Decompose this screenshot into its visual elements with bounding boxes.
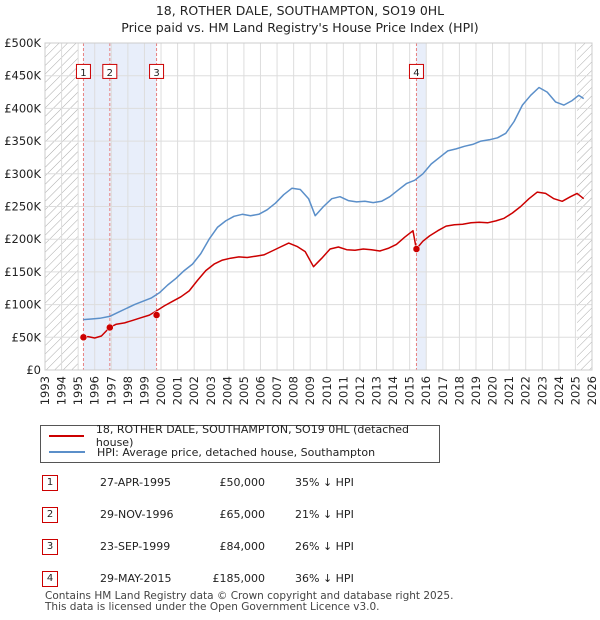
x-tick-label: 2009 (303, 376, 317, 405)
transaction-point-3 (152, 311, 161, 319)
transaction-number-badge: 2 (42, 507, 58, 523)
transaction-box-4 (408, 63, 424, 79)
x-tick-label: 2016 (419, 376, 433, 405)
footer-line-licence: This data is licensed under the Open Gov… (45, 601, 380, 613)
footer-attribution: Contains HM Land Registry data © Crown c… (45, 591, 453, 613)
y-tick-label: £100K (4, 298, 41, 312)
x-tick-label: 2012 (353, 376, 367, 405)
transaction-hpi-diff: 35% ↓ HPI (295, 476, 354, 489)
y-tick-label: £400K (4, 101, 41, 115)
x-tick-label: 2011 (336, 376, 350, 405)
transaction-box-label-4: 4 (413, 68, 419, 79)
x-tick-label: 2023 (535, 376, 549, 405)
table-row: 1 27-APR-1995 £50,000 35% ↓ HPI (40, 473, 400, 493)
transaction-hpi-diff: 21% ↓ HPI (295, 508, 354, 521)
x-tick-label: 2001 (171, 376, 185, 405)
x-tick-label: 1996 (88, 376, 102, 405)
y-tick-label: £200K (4, 232, 41, 246)
transaction-box-1 (75, 63, 91, 79)
x-tick-label: 1997 (104, 376, 118, 405)
x-tick-label: 2006 (253, 376, 267, 405)
transaction-number-badge: 3 (42, 539, 58, 555)
transaction-number-badge: 4 (42, 571, 58, 587)
x-tick-label: 1998 (121, 376, 135, 405)
transaction-box-2 (102, 63, 118, 79)
transaction-hpi-diff: 36% ↓ HPI (295, 572, 354, 585)
x-tick-label: 2005 (237, 376, 251, 405)
chart-subtitle: Price paid vs. HM Land Registry's House … (121, 20, 478, 35)
transaction-box-label-1: 1 (80, 68, 86, 79)
footer-line-copyright: Contains HM Land Registry data © Crown c… (45, 590, 454, 602)
x-tick-label: 2004 (220, 376, 234, 405)
x-tick-label: 2020 (486, 376, 500, 405)
transaction-point-1 (79, 333, 88, 342)
x-tick-label: 1995 (71, 376, 85, 405)
transaction-date: 29-MAY-2015 (100, 572, 172, 585)
transaction-box-3 (149, 63, 165, 79)
x-tick-label: 2008 (287, 376, 301, 405)
y-tick-label: £500K (4, 36, 41, 50)
y-tick-label: £0 (26, 363, 41, 377)
x-tick-label: 2010 (320, 376, 334, 405)
transaction-date: 29-NOV-1996 (100, 508, 174, 521)
y-tick-label: £300K (4, 167, 41, 181)
x-tick-label: 2007 (270, 376, 284, 405)
transaction-box-label-3: 3 (153, 68, 159, 79)
x-tick-label: 2017 (436, 376, 450, 405)
y-tick-label: £50K (12, 330, 42, 344)
legend-swatch-price (49, 435, 84, 437)
price-chart: 18, ROTHER DALE, SOUTHAMPTON, SO19 0HL P… (4, 3, 599, 405)
x-tick-label: 1999 (137, 376, 151, 405)
legend-entry-hpi: HPI: Average price, detached house, Sout… (41, 444, 375, 460)
transaction-price: £65,000 (219, 508, 266, 521)
x-tick-label: 2022 (519, 376, 533, 405)
x-tick-label: 2019 (469, 376, 483, 405)
chart-title: 18, ROTHER DALE, SOUTHAMPTON, SO19 0HL (156, 3, 444, 18)
chart-legend: 18, ROTHER DALE, SOUTHAMPTON, SO19 0HL (… (40, 423, 440, 463)
x-tick-label: 2000 (154, 376, 168, 405)
transaction-price: £50,000 (219, 476, 266, 489)
series-line-hpi (83, 86, 585, 321)
x-tick-label: 2021 (502, 376, 516, 405)
x-tick-label: 2015 (403, 376, 417, 405)
table-row: 2 29-NOV-1996 £65,000 21% ↓ HPI (40, 505, 400, 525)
transaction-date: 27-APR-1995 (100, 476, 172, 489)
plot-border (44, 42, 593, 371)
series-line-price (82, 191, 585, 339)
legend-entry-price: 18, ROTHER DALE, SOUTHAMPTON, SO19 0HL (… (41, 423, 439, 449)
x-tick-label: 2003 (204, 376, 218, 405)
x-tick-label: 2002 (187, 376, 201, 405)
x-tick-label: 2013 (370, 376, 384, 405)
table-row: 4 29-MAY-2015 £185,000 36% ↓ HPI (40, 569, 400, 589)
transaction-box-label-2: 2 (107, 68, 113, 79)
y-tick-label: £150K (4, 265, 41, 279)
table-row: 3 23-SEP-1999 £84,000 26% ↓ HPI (40, 537, 400, 557)
y-tick-label: £350K (4, 134, 41, 148)
y-tick-label: £250K (4, 200, 41, 214)
transaction-point-2 (106, 323, 114, 332)
x-tick-label: 2025 (568, 376, 582, 405)
legend-label-price: 18, ROTHER DALE, SOUTHAMPTON, SO19 0HL (… (95, 423, 409, 449)
transaction-point-4 (412, 245, 421, 253)
x-tick-label: 2018 (452, 376, 466, 405)
y-tick-label: £450K (4, 69, 41, 83)
x-tick-label: 2024 (552, 376, 566, 405)
x-tick-label: 2014 (386, 376, 400, 405)
x-tick-label: 2026 (585, 376, 599, 405)
transaction-hpi-diff: 26% ↓ HPI (295, 540, 354, 553)
legend-swatch-hpi (49, 451, 85, 453)
transaction-number-badge: 1 (42, 475, 58, 491)
transaction-price: £84,000 (219, 540, 266, 553)
transaction-price: £185,000 (212, 572, 266, 585)
x-tick-label: 1993 (38, 376, 52, 405)
x-tick-label: 1994 (55, 376, 69, 405)
transaction-date: 23-SEP-1999 (100, 540, 171, 553)
legend-label-hpi: HPI: Average price, detached house, Sout… (97, 445, 376, 459)
